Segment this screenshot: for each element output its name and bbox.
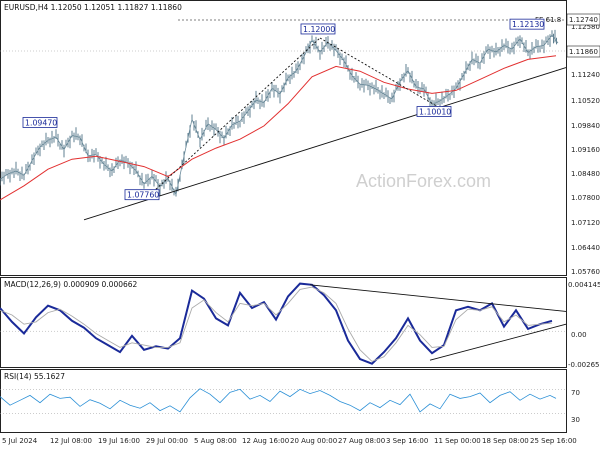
- x-tick: 5 Aug 08:00: [194, 437, 237, 445]
- macd-trendline: [309, 284, 567, 312]
- pivot-label: 1.10010: [419, 108, 451, 117]
- macd-trendline: [429, 323, 567, 361]
- rsi-y-tick: 30: [571, 416, 580, 424]
- pivot-label: 1.12000: [303, 25, 335, 34]
- pivot-label-box: [416, 106, 452, 117]
- rsi-header: RSI(14) 55.1627: [4, 372, 65, 381]
- price-panel-frame: [0, 0, 567, 276]
- macd-panel-frame: [0, 277, 567, 368]
- signal-line: [0, 286, 553, 362]
- close-line: [0, 34, 559, 196]
- x-tick: 11 Sep 00:00: [434, 437, 481, 445]
- x-tick: 3 Sep 16:00: [386, 437, 428, 445]
- price-marks: 1.09470 1.07760 1.12000 1.10010 1.12130: [0, 18, 567, 221]
- pivot-label: 1.09470: [25, 118, 57, 127]
- fib-value: 1.12740: [569, 16, 598, 24]
- price-y-tick: 1.08480: [571, 170, 600, 178]
- price-y-tick: 1.09160: [571, 146, 600, 154]
- macd-y-tick: 0.004145: [568, 281, 600, 289]
- rsi-y-tick: 70: [571, 389, 580, 397]
- pivot-label-box: [124, 189, 160, 201]
- price-y-tick: 1.06440: [571, 244, 600, 252]
- pivot-label: 1.07760: [127, 191, 159, 200]
- x-tick: 25 Sep 16:00: [530, 437, 577, 445]
- pivot-label-box: [509, 18, 545, 30]
- rsi-marks: [0, 388, 566, 414]
- current-price-tag: [566, 45, 600, 58]
- x-tick: 18 Sep 08:00: [482, 437, 529, 445]
- x-tick: 5 Jul 2024: [2, 437, 38, 445]
- x-tick: 19 Jul 16:00: [98, 437, 140, 445]
- price-y-tick: 1.11240: [571, 71, 600, 79]
- macd-header: MACD(12,26,9) 0.000909 0.000662: [4, 280, 138, 289]
- macd-y-tick: 0.00: [571, 331, 587, 339]
- pivot-label-box: [22, 117, 58, 128]
- price-header: EURUSD,H4 1.12050 1.12051 1.11827 1.1186…: [4, 3, 182, 12]
- x-tick: 27 Aug 08:00: [338, 437, 385, 445]
- price-y-tick: 1.07120: [571, 219, 600, 227]
- price-y-tick: 1.12580: [571, 23, 600, 31]
- x-tick: 20 Aug 00:00: [290, 437, 337, 445]
- fib-label: FE 61.8: [535, 16, 561, 24]
- swing-dashed-line: [319, 37, 447, 112]
- rsi-panel-frame: [0, 369, 567, 433]
- price-y-tick: 1.09840: [571, 122, 600, 130]
- pivot-label-box: [300, 23, 336, 35]
- fib-value-tag: [566, 13, 600, 26]
- macd-marks: [0, 282, 567, 365]
- x-tick: 12 Aug 16:00: [242, 437, 289, 445]
- watermark: ActionForex.com: [356, 171, 491, 191]
- rsi-line: [0, 388, 557, 413]
- x-tick: 29 Jul 00:00: [146, 437, 188, 445]
- ma-line: [0, 55, 557, 201]
- swing-dashed-line: [149, 37, 321, 196]
- macd-line: [0, 282, 553, 365]
- price-y-tick: 1.10520: [571, 97, 600, 105]
- price-y-tick: 1.05760: [571, 268, 600, 276]
- support-trendline: [83, 67, 567, 221]
- macd-y-tick: -0.002656: [568, 361, 600, 369]
- current-price-label: 1.11860: [569, 48, 598, 56]
- x-tick: 12 Jul 08:00: [50, 437, 92, 445]
- price-y-tick: 1.07800: [571, 194, 600, 202]
- pivot-label: 1.12130: [512, 20, 544, 29]
